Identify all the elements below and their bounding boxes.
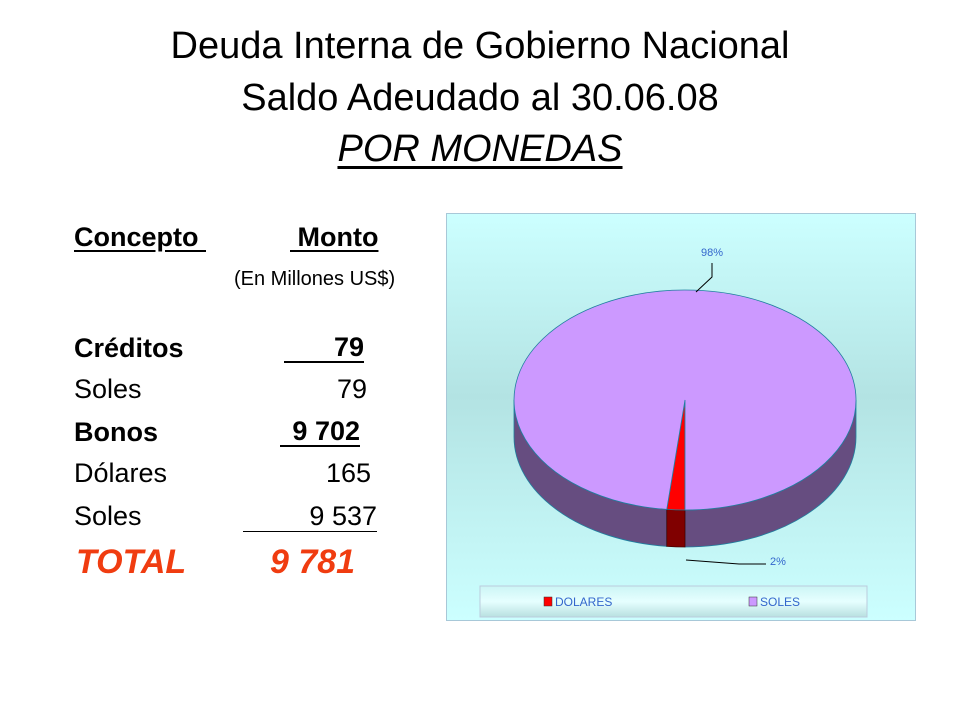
leader-line-dolares	[685, 559, 766, 565]
total-label: TOTAL	[76, 543, 187, 581]
leader-line-soles	[695, 263, 713, 293]
row-label-soles-creditos: Soles	[74, 374, 142, 404]
unit-note: (En Millones US$)	[234, 268, 396, 290]
row-value-soles-creditos: 79	[336, 374, 367, 404]
row-label-dolares: Dólares	[74, 458, 168, 488]
row-label-soles-bonos: Soles	[74, 501, 142, 531]
slide-title-line2: Saldo Adeudado al 30.06.08	[241, 77, 719, 119]
legend-label-soles: SOLES	[760, 595, 800, 609]
row-label-creditos: Créditos	[74, 333, 184, 363]
row-value-soles-bonos: 9 537	[243, 501, 377, 532]
row-value-bonos: 9 702	[280, 417, 360, 447]
legend-swatch-dolares	[543, 596, 553, 607]
pie-chart: 98% 2% DOLARES SOLES	[446, 213, 916, 621]
header-concepto: Concepto	[74, 222, 206, 252]
total-value: 9 781	[270, 543, 356, 581]
pie-group	[513, 289, 857, 548]
data-label-soles: 98%	[701, 247, 723, 259]
data-label-dolares: 2%	[770, 556, 786, 568]
pie-slice-soles	[513, 289, 857, 511]
slide-title-line3: POR MONEDAS	[0, 127, 960, 171]
header-monto: Monto	[290, 222, 379, 252]
slide-title-line1: Deuda Interna de Gobierno Nacional	[170, 25, 790, 67]
row-value-dolares: 165	[325, 458, 371, 488]
row-value-creditos: 79	[284, 333, 364, 363]
row-label-bonos: Bonos	[74, 417, 158, 447]
legend-swatch-soles	[748, 596, 758, 607]
pie-side-dolares	[666, 508, 686, 548]
legend-box	[479, 585, 868, 618]
slide-subtitle: POR MONEDAS	[337, 128, 623, 170]
legend-label-dolares: DOLARES	[555, 595, 612, 609]
